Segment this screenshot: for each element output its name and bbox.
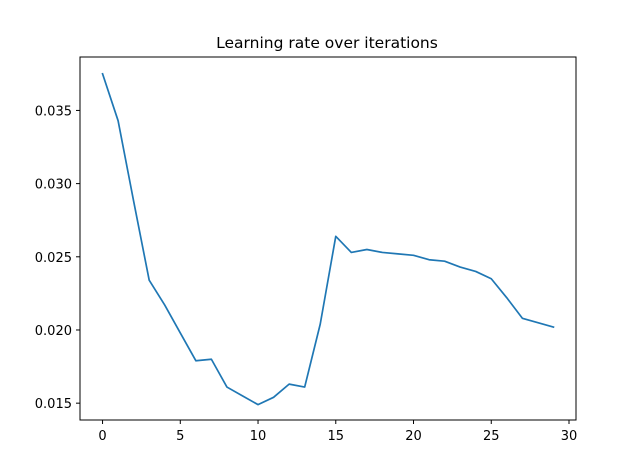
x-tick-label: 20 xyxy=(405,429,422,444)
y-tick-label: 0.020 xyxy=(35,324,72,339)
y-tick-label: 0.035 xyxy=(35,104,72,119)
x-tick-label: 5 xyxy=(176,429,184,444)
y-tick-label: 0.030 xyxy=(35,178,72,193)
y-tick-label: 0.015 xyxy=(35,397,72,412)
learning-rate-line xyxy=(101,72,555,406)
x-tick-label: 25 xyxy=(483,429,500,444)
series-layer xyxy=(101,72,555,406)
x-tick-label: 10 xyxy=(250,429,267,444)
x-tick-label: 30 xyxy=(561,429,578,444)
x-tick-label: 15 xyxy=(328,429,345,444)
x-tick-label: 0 xyxy=(98,429,106,444)
y-tick-label: 0.025 xyxy=(35,251,72,266)
x-axis: 0 5 10 15 20 25 30 xyxy=(98,420,577,444)
y-axis: 0.015 0.020 0.025 0.030 0.035 xyxy=(35,104,80,412)
plot-area-frame xyxy=(79,56,577,421)
chart-title: Learning rate over iterations xyxy=(216,34,438,52)
